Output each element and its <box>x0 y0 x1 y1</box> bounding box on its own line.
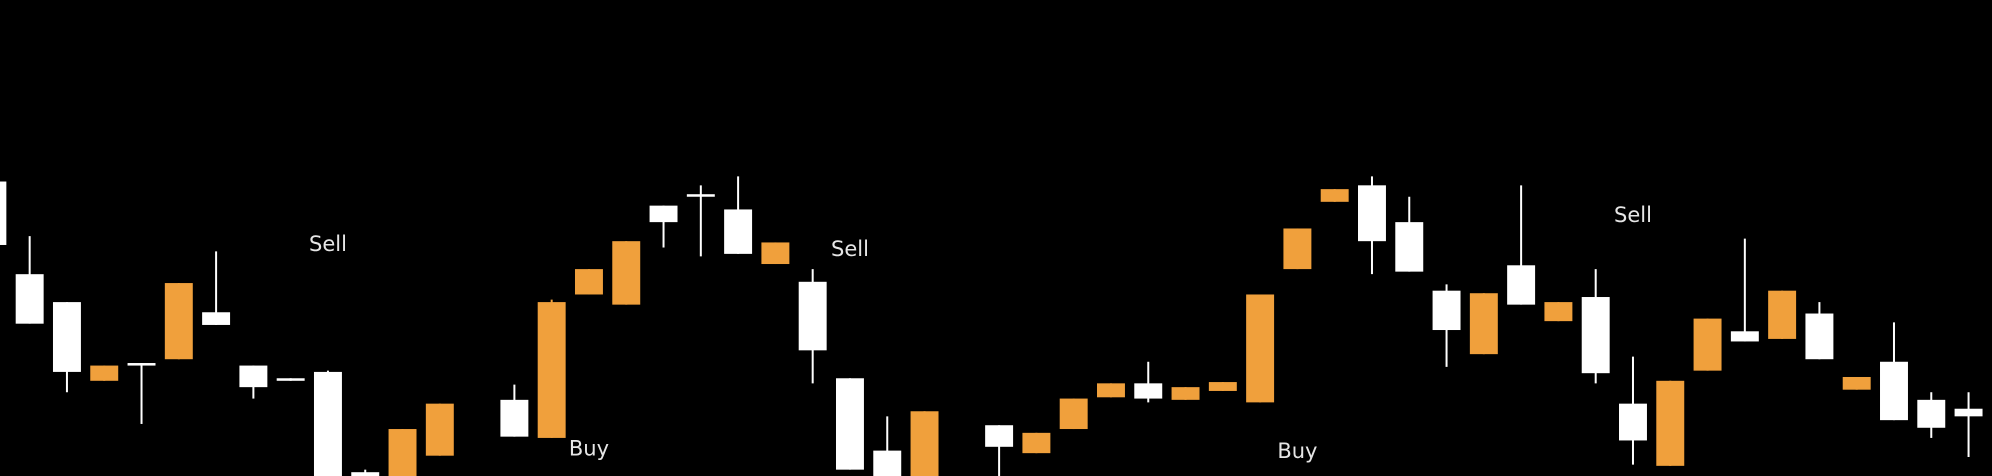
candle-body <box>1842 376 1871 390</box>
candle-body <box>202 312 231 325</box>
candle-body <box>1096 383 1125 398</box>
candle-body <box>1059 398 1088 430</box>
candle-body <box>239 365 268 388</box>
candle-body <box>351 472 380 476</box>
candle-body <box>1805 313 1834 360</box>
candle-body <box>1768 290 1797 339</box>
candle-body <box>127 363 156 366</box>
candle-body <box>1954 408 1983 417</box>
candle-body <box>1656 380 1685 466</box>
candle-body <box>1581 297 1610 374</box>
candle-body <box>1320 189 1349 202</box>
candle-body <box>164 283 193 360</box>
candle-body <box>985 425 1014 447</box>
candle-body <box>761 242 790 265</box>
candle-body <box>1134 383 1163 399</box>
candle-body <box>1880 361 1908 421</box>
candle-body <box>910 411 939 476</box>
candle-body <box>1208 382 1237 391</box>
candle-body <box>1432 290 1461 331</box>
candle-body <box>500 399 529 437</box>
candle-body <box>1917 399 1946 428</box>
annotation: Sell <box>309 232 347 256</box>
candle-body <box>1358 185 1386 242</box>
candle-body <box>686 194 715 197</box>
candle-body <box>313 371 342 476</box>
candle-body <box>1507 265 1536 305</box>
candle-body <box>537 302 566 438</box>
candle-body <box>52 302 81 372</box>
candle-body <box>1730 331 1759 342</box>
candle-body <box>1283 228 1312 270</box>
annotation: Buy <box>569 436 609 460</box>
candle-body <box>835 378 864 470</box>
candle-body <box>612 241 641 305</box>
candle-body <box>15 274 44 324</box>
candle-body <box>90 365 119 381</box>
annotation: Buy <box>1277 439 1317 463</box>
candle-body <box>1022 432 1051 454</box>
candle-body <box>1544 302 1573 322</box>
candle-body <box>1693 318 1722 371</box>
annotation: Sell <box>831 237 869 261</box>
candle-body <box>276 378 305 381</box>
candle-body <box>1469 293 1498 355</box>
annotation: Sell <box>1614 203 1652 227</box>
candle-body <box>0 181 7 245</box>
candle-body <box>425 403 454 456</box>
candle-body <box>724 209 753 254</box>
candle-body <box>1171 387 1200 400</box>
candle-body <box>798 281 827 351</box>
candle-body <box>873 450 902 476</box>
candle-body <box>574 269 603 295</box>
candle-body <box>1619 403 1647 441</box>
candle-body <box>1246 294 1275 403</box>
candle-body <box>1395 222 1424 272</box>
candle-body <box>649 205 678 223</box>
candle-body <box>388 429 417 476</box>
